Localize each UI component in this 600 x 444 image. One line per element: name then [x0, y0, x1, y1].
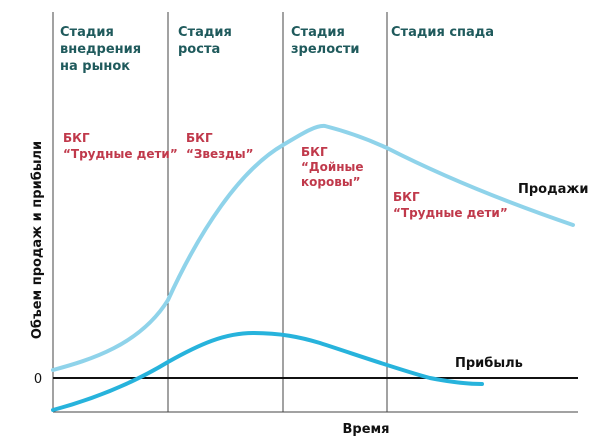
- stage-label-1: Стадия внедрения на рынок: [60, 25, 146, 74]
- x-axis-title: Время: [342, 422, 389, 437]
- stage-label-3: Стадия зрелости: [291, 25, 359, 57]
- bcg-label-1: БКГ “Трудные дети”: [63, 131, 178, 161]
- stage-label-2: Стадия роста: [178, 25, 236, 57]
- y-axis-title: Объем продаж и прибыли: [30, 141, 45, 339]
- series-label-profit: Прибыль: [455, 356, 523, 371]
- sales-line: [51, 123, 575, 372]
- bcg-label-2: БКГ “Звезды”: [186, 131, 254, 161]
- stage-label-4: Стадия спада: [391, 25, 494, 40]
- bcg-label-4: БКГ “Трудные дети”: [393, 190, 508, 220]
- series-label-sales: Продажи: [518, 182, 588, 197]
- profit-line: [51, 330, 484, 412]
- zero-tick-label: 0: [34, 372, 42, 387]
- bcg-label-3: БКГ “Дойные коровы”: [301, 145, 368, 189]
